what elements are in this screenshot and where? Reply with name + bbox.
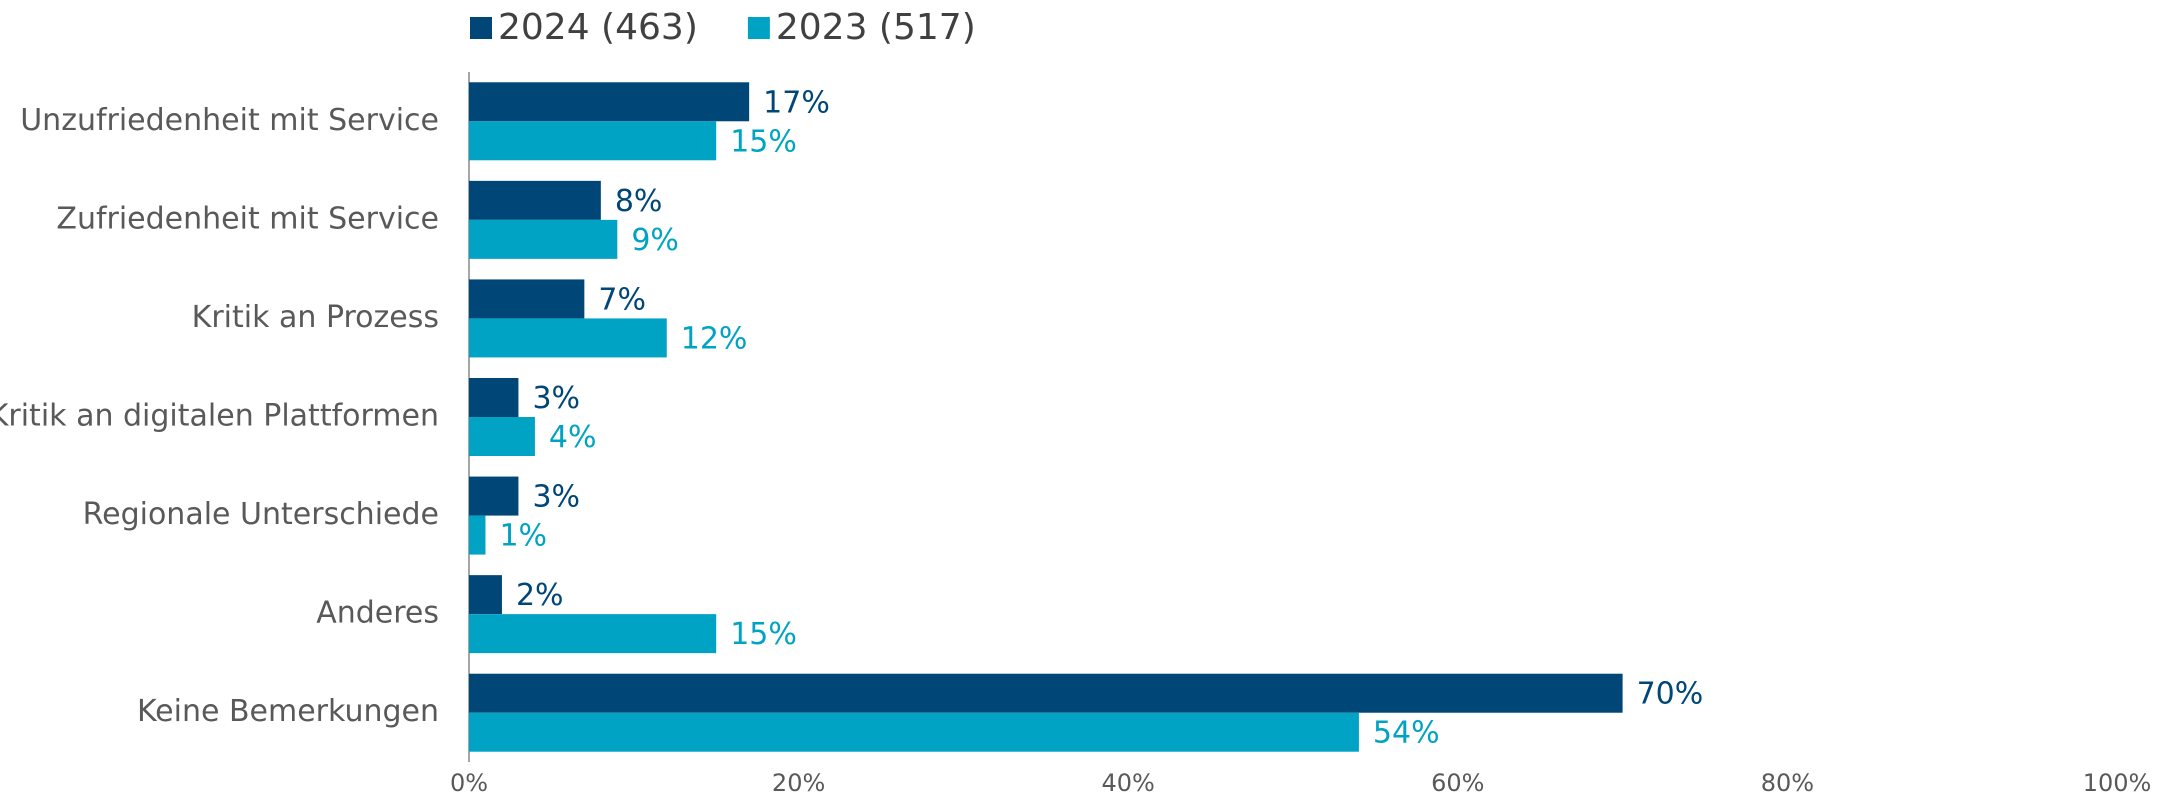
y-tick-label: Regionale Unterschiede (83, 497, 439, 532)
bar (469, 378, 519, 417)
data-label: 7% (598, 282, 646, 317)
data-label: 8% (615, 184, 663, 219)
bar (469, 515, 486, 555)
bar (469, 318, 667, 358)
bar (469, 180, 601, 220)
data-label: 2% (516, 578, 564, 613)
y-tick-label: Zufriedenheit mit Service (56, 201, 439, 236)
bar (469, 219, 618, 259)
y-tick-label: Anderes (316, 596, 439, 631)
bar (469, 279, 585, 319)
bar (469, 614, 717, 654)
x-tick-label: 80% (1761, 769, 1814, 797)
data-label: 3% (532, 480, 580, 515)
bar (469, 575, 502, 615)
data-label: 70% (1637, 677, 1704, 712)
x-tick-label: 40% (1102, 769, 1155, 797)
x-tick-label: 20% (772, 769, 825, 797)
legend-swatch (470, 17, 492, 39)
legend-label: 2023 (517) (776, 7, 976, 48)
x-tick-label: 100% (2083, 769, 2152, 797)
y-tick-label: Unzufriedenheit mit Service (20, 103, 439, 138)
y-tick-label: Kritik an Prozess (192, 300, 439, 335)
legend-swatch (747, 17, 770, 39)
bar (469, 476, 519, 516)
data-label: 3% (532, 381, 580, 416)
data-label: 1% (499, 519, 547, 554)
y-tick-label: Keine Bemerkungen (137, 694, 439, 729)
data-label: 9% (631, 223, 679, 258)
bar (469, 417, 535, 456)
x-tick-label: 60% (1431, 769, 1484, 797)
y-tick-label: Kritik an digitalen Plattformen (0, 399, 439, 434)
data-label: 12% (681, 321, 748, 356)
data-label: 54% (1373, 716, 1440, 751)
bar (469, 712, 1359, 752)
data-label: 15% (730, 124, 797, 159)
bar (469, 121, 717, 161)
bar (469, 673, 1623, 713)
data-label: 4% (549, 420, 597, 455)
bar (469, 82, 750, 122)
legend-label: 2024 (463) (498, 7, 698, 48)
data-label: 15% (730, 617, 797, 652)
x-tick-label: 0% (450, 769, 488, 797)
data-label: 17% (763, 85, 830, 120)
